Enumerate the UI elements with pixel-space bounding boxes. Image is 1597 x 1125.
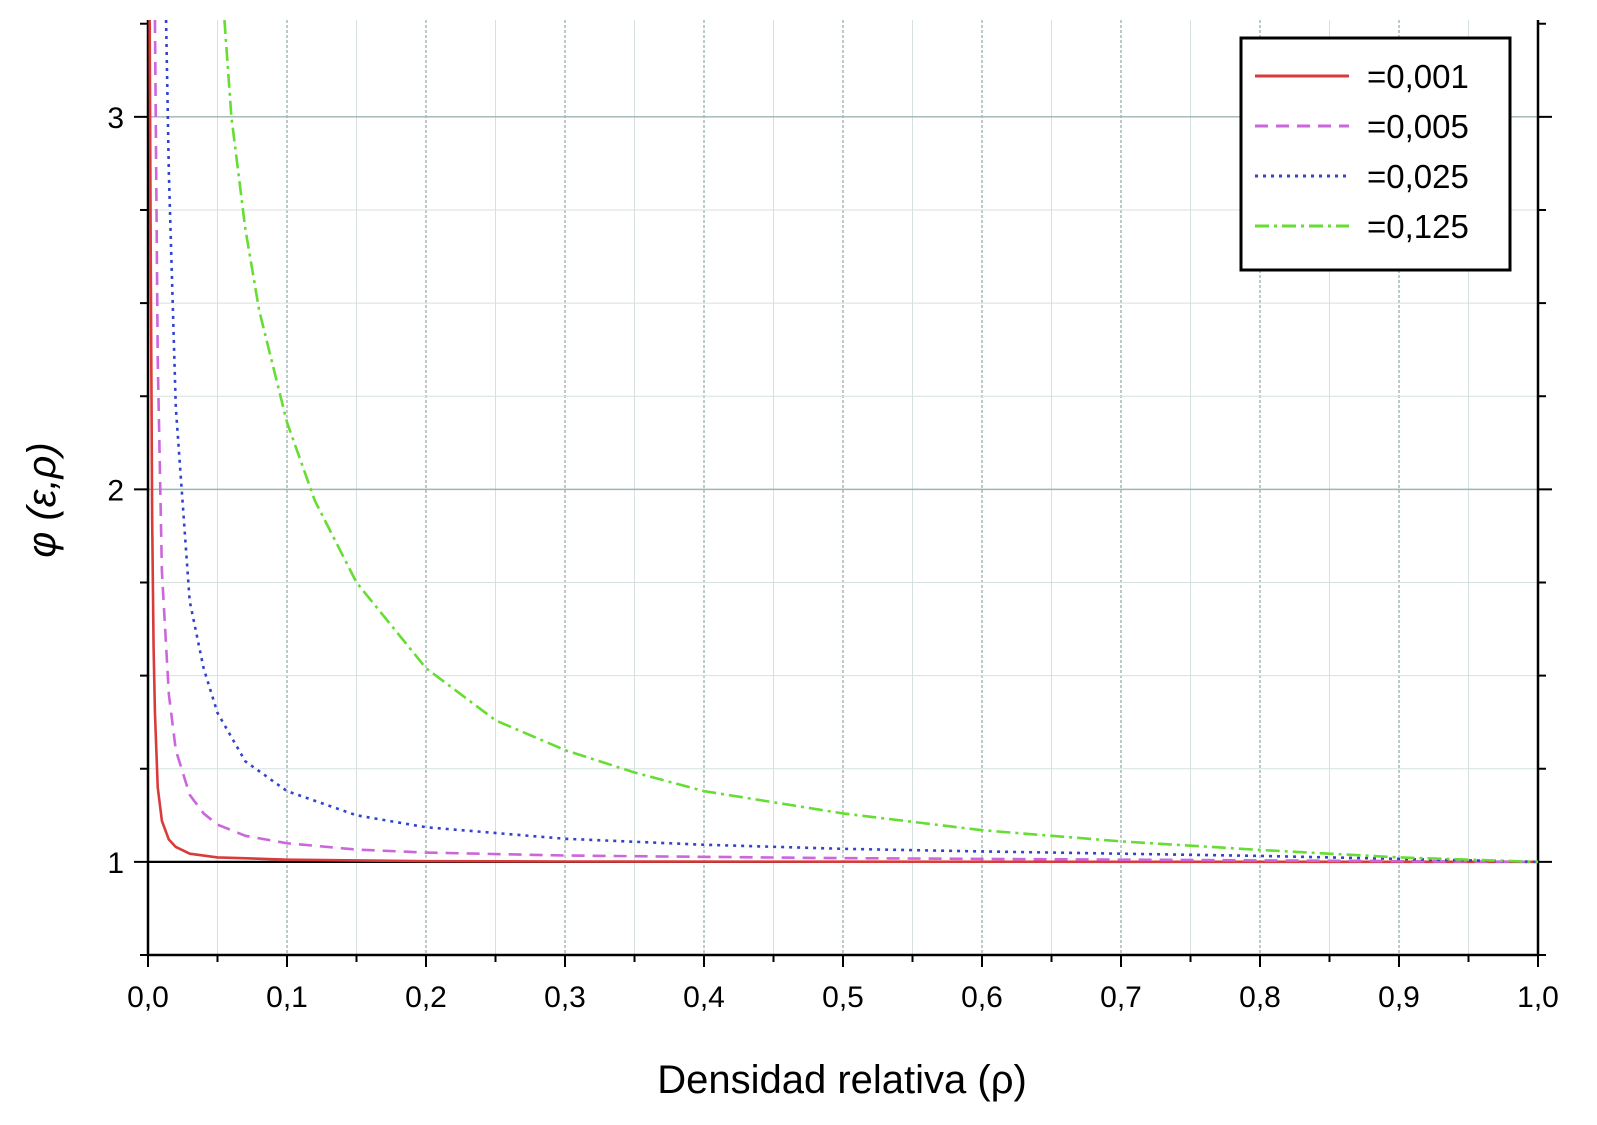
y-axis-title: φ (ε,ρ) xyxy=(20,442,64,557)
x-tick-label: 1,0 xyxy=(1517,981,1559,1014)
series-line-3 xyxy=(164,19,1539,864)
x-axis-title: Densidad relativa (ρ) xyxy=(657,1058,1027,1102)
x-tick-label: 0,1 xyxy=(266,981,308,1014)
y-tick-label: 3 xyxy=(107,102,124,135)
legend-label-3: =0,025 xyxy=(1367,158,1469,195)
series-layer xyxy=(148,19,1539,864)
x-tick-label: 0,4 xyxy=(683,981,725,1014)
legend-label-4: =0,125 xyxy=(1367,208,1469,245)
x-tick-label: 0,3 xyxy=(544,981,586,1014)
y-tick-label: 1 xyxy=(107,847,124,880)
axes: 0,0 0,1 0,2 0,3 0,4 0,5 0,6 0,7 0,8 0,9 1,0 1 2 3 xyxy=(107,20,1559,1014)
x-tick-label: 0,0 xyxy=(127,981,169,1014)
x-tick-label: 0,9 xyxy=(1378,981,1420,1014)
legend-label-2: =0,005 xyxy=(1367,108,1469,145)
x-tick-label: 0,6 xyxy=(961,981,1003,1014)
x-tick-label: 0,5 xyxy=(822,981,864,1014)
legend-label-1: =0,001 xyxy=(1367,58,1469,95)
y-tick-label: 2 xyxy=(107,474,124,507)
x-tick-label: 0,8 xyxy=(1239,981,1281,1014)
series-line-2 xyxy=(153,19,1539,864)
x-tick-label: 0,2 xyxy=(405,981,447,1014)
x-tick-label: 0,7 xyxy=(1100,981,1142,1014)
series-line-1 xyxy=(148,19,1539,864)
legend: =0,001 =0,005 =0,025 =0,125 xyxy=(1239,36,1512,272)
